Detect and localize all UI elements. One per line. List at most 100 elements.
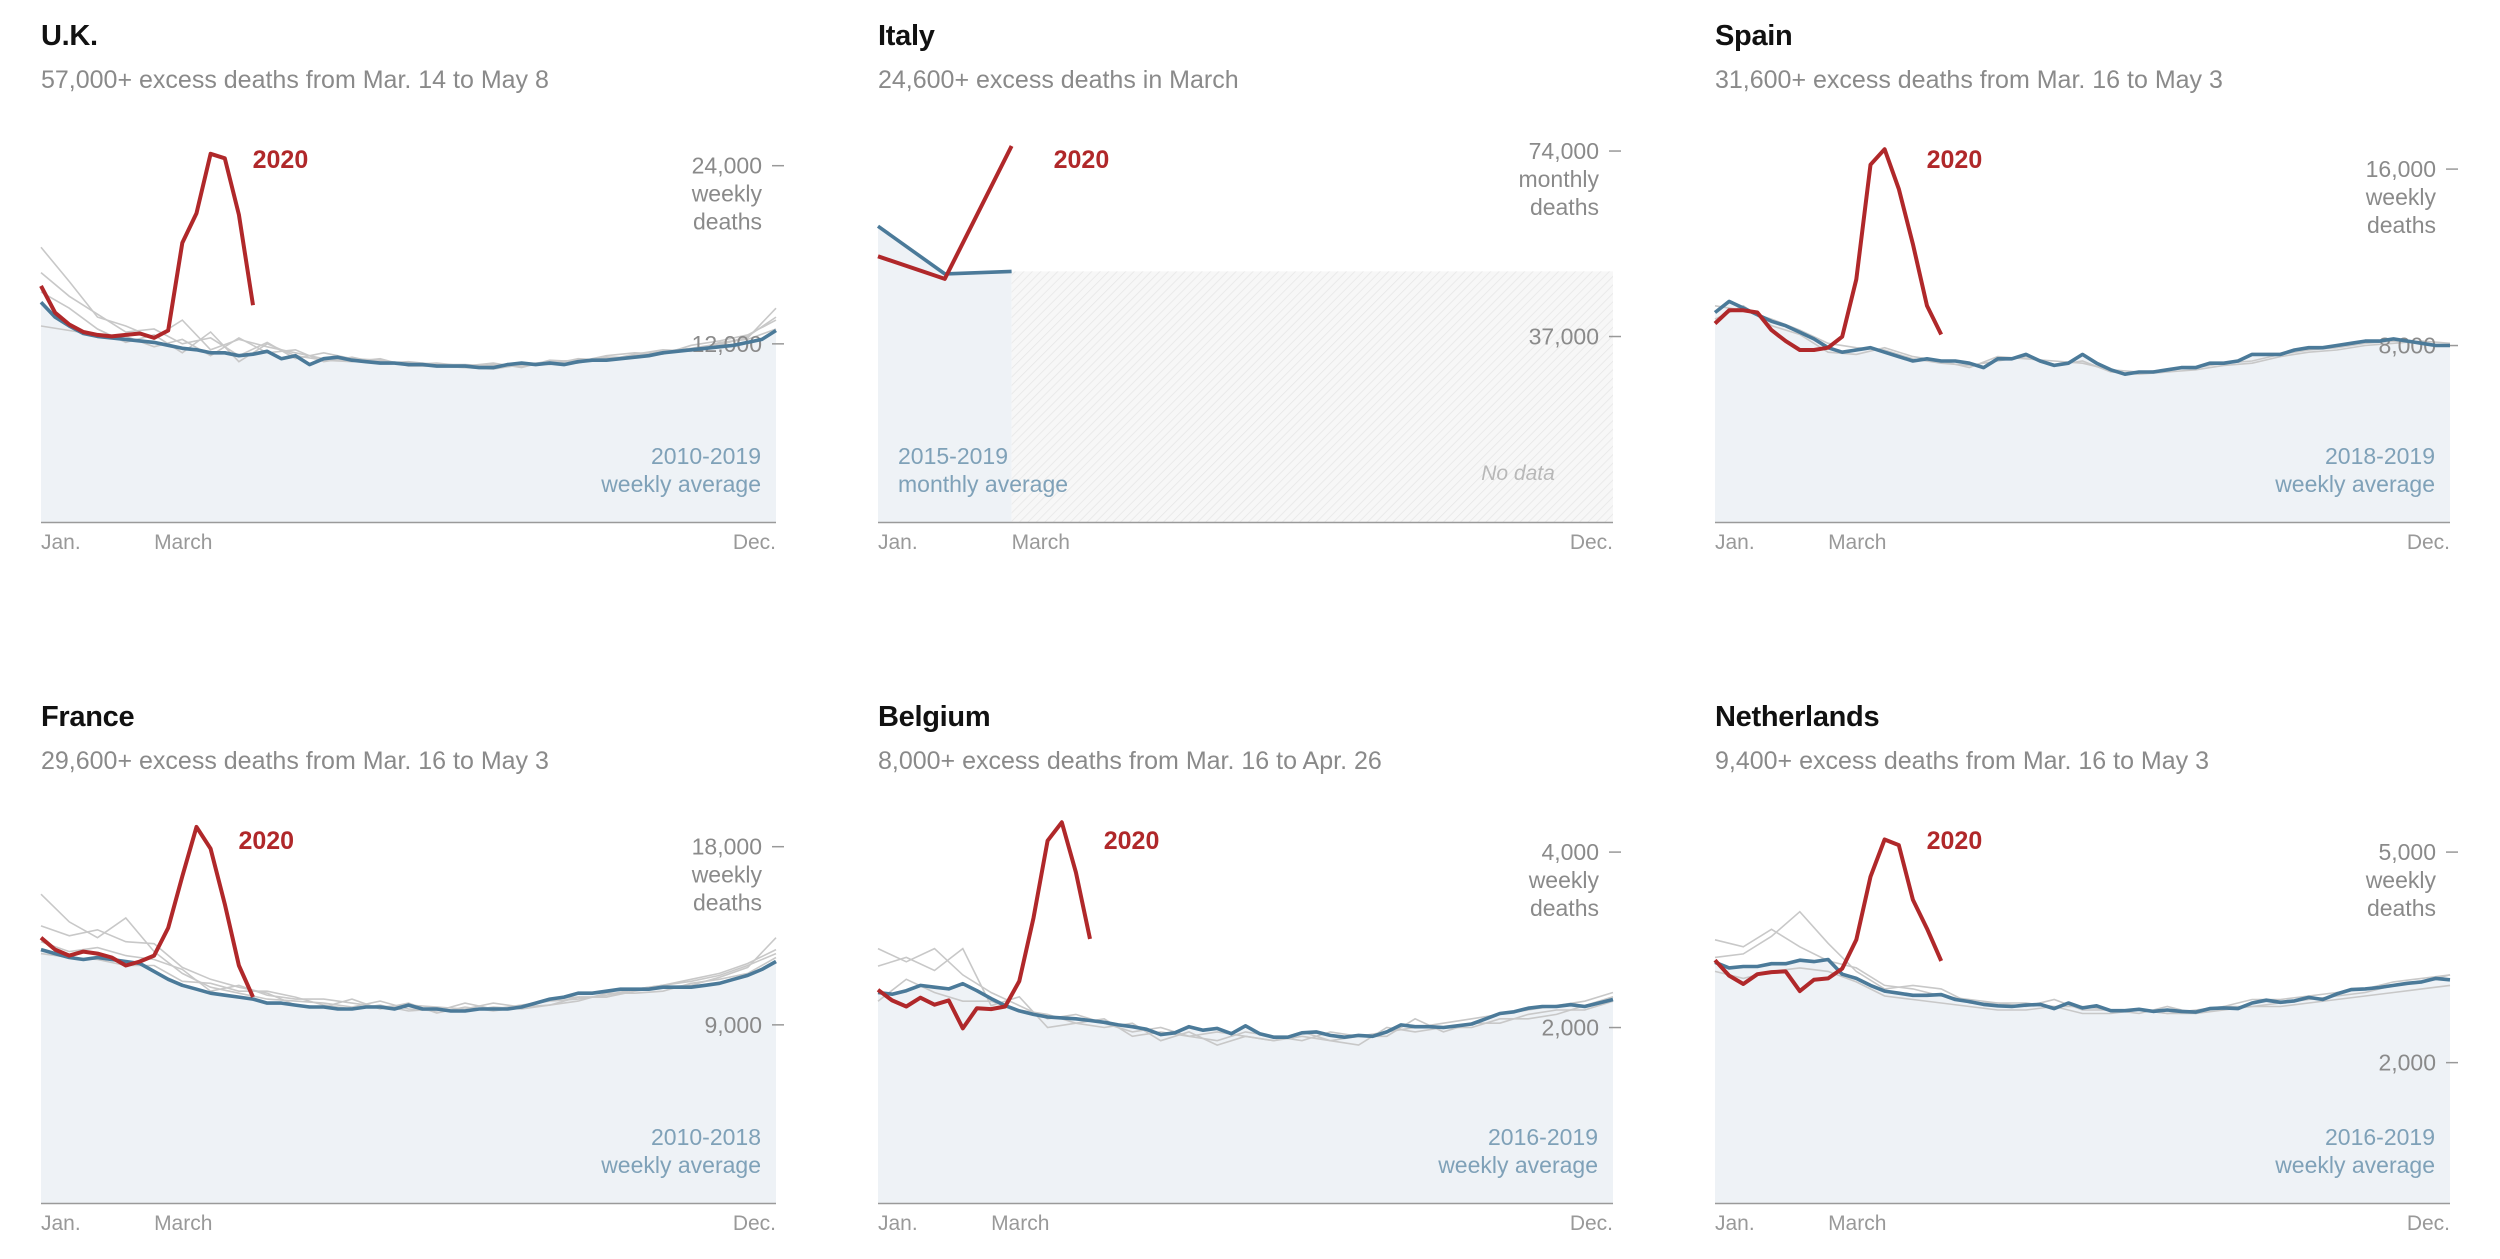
average-line <box>40 947 777 1013</box>
chart-panel-belgium: Belgium 8,000+ excess deaths from Mar. 1… <box>876 699 1678 1259</box>
y-tick-label: 5,000 <box>2378 839 2436 865</box>
history-year-line <box>1714 967 2451 1015</box>
no-data-region <box>1011 271 1613 522</box>
y-unit-label: weekly <box>2365 184 2437 210</box>
y-unit-label: weekly <box>2365 867 2437 893</box>
average-area <box>41 302 776 522</box>
chart-title: Italy <box>878 20 935 52</box>
x-tick-label: March <box>1828 1212 1886 1235</box>
chart-subtitle: 31,600+ excess deaths from Mar. 16 to Ma… <box>1715 66 2223 94</box>
x-tick-label: March <box>154 531 212 554</box>
average-label: monthly average <box>898 471 1068 497</box>
x-tick-label: Dec. <box>733 1212 776 1235</box>
current-year-line <box>876 820 1092 1031</box>
current-year-line <box>1713 837 1944 994</box>
y-unit-label: monthly <box>1518 166 1599 192</box>
average-label: 2016-2019 <box>2325 1124 2435 1150</box>
y-tick-label: 16,000 <box>2366 156 2436 182</box>
y-tick-label: 74,000 <box>1529 138 1599 164</box>
average-area <box>1715 301 2450 522</box>
y-unit-label: deaths <box>693 890 762 916</box>
y-unit-label: deaths <box>2367 895 2436 921</box>
current-year-label: 2020 <box>253 146 309 174</box>
x-tick-label: Jan. <box>878 531 918 554</box>
average-label: 2016-2019 <box>1488 1124 1598 1150</box>
average-label: weekly average <box>600 1152 761 1178</box>
current-year-label: 2020 <box>1927 827 1983 855</box>
x-tick-label: Dec. <box>2407 1212 2450 1235</box>
y-tick-label: 12,000 <box>692 331 762 357</box>
current-year-line <box>877 145 1014 281</box>
current-year-label: 2020 <box>238 827 294 855</box>
average-area <box>878 983 1613 1203</box>
x-tick-label: March <box>1012 531 1070 554</box>
chart-title: U.K. <box>41 20 98 52</box>
average-line <box>1714 957 2451 1014</box>
x-tick-label: Jan. <box>1715 1212 1755 1235</box>
x-tick-label: Jan. <box>41 1212 81 1235</box>
x-tick-label: Dec. <box>733 531 776 554</box>
average-label: 2010-2018 <box>651 1124 761 1150</box>
y-unit-label: weekly <box>1528 867 1600 893</box>
average-label: weekly average <box>2274 1152 2435 1178</box>
history-year-line <box>40 952 777 1012</box>
no-data-label: No data <box>1481 462 1555 485</box>
average-label: weekly average <box>600 471 761 497</box>
average-label: 2010-2019 <box>651 443 761 469</box>
average-line <box>877 981 1614 1040</box>
x-tick-label: March <box>1828 531 1886 554</box>
average-area <box>1715 959 2450 1203</box>
current-year-line <box>39 151 255 340</box>
x-tick-label: March <box>154 1212 212 1235</box>
y-tick-label: 2,000 <box>2378 1050 2436 1076</box>
y-unit-label: weekly <box>691 862 763 888</box>
y-unit-label: deaths <box>693 209 762 235</box>
average-line <box>1713 299 2450 377</box>
y-unit-label: deaths <box>2367 212 2436 238</box>
x-tick-label: March <box>991 1212 1049 1235</box>
average-line <box>876 224 1012 276</box>
y-tick-label: 4,000 <box>1541 839 1599 865</box>
chart-title: Spain <box>1715 20 1793 52</box>
chart-panel-netherlands: Netherlands 9,400+ excess deaths from Ma… <box>1713 699 2500 1259</box>
x-tick-label: Jan. <box>878 1212 918 1235</box>
chart-panel-italy: Italy 24,600+ excess deaths in March No … <box>876 18 1678 578</box>
x-tick-label: Dec. <box>1570 1212 1613 1235</box>
average-area <box>878 226 1012 522</box>
average-label: weekly average <box>2274 471 2435 497</box>
y-unit-label: deaths <box>1530 194 1599 220</box>
current-year-line <box>1713 147 1943 352</box>
x-tick-label: Jan. <box>41 531 81 554</box>
chart-title: Belgium <box>878 701 991 733</box>
y-tick-label: 2,000 <box>1541 1015 1599 1041</box>
x-tick-label: Dec. <box>1570 531 1613 554</box>
average-label: 2015-2019 <box>898 443 1008 469</box>
x-tick-label: Jan. <box>1715 531 1755 554</box>
average-label: weekly average <box>1437 1152 1598 1178</box>
chart-panel-uk: U.K. 57,000+ excess deaths from Mar. 14 … <box>39 18 841 578</box>
current-year-line <box>39 824 255 998</box>
average-line <box>39 301 777 370</box>
chart-panel-spain: Spain 31,600+ excess deaths from Mar. 16… <box>1713 18 2500 578</box>
chart-panel-france: France 29,600+ excess deaths from Mar. 1… <box>39 699 841 1259</box>
y-tick-label: 18,000 <box>692 834 762 860</box>
current-year-label: 2020 <box>1054 146 1110 174</box>
y-unit-label: deaths <box>1530 895 1599 921</box>
y-tick-label: 9,000 <box>704 1012 762 1038</box>
chart-subtitle: 8,000+ excess deaths from Mar. 16 to Apr… <box>878 747 1382 775</box>
chart-subtitle: 9,400+ excess deaths from Mar. 16 to May… <box>1715 747 2210 775</box>
y-tick-label: 37,000 <box>1529 324 1599 350</box>
y-tick-label: 24,000 <box>692 153 762 179</box>
chart-title: Netherlands <box>1715 701 1880 733</box>
x-tick-label: Dec. <box>2407 531 2450 554</box>
chart-subtitle: 24,600+ excess deaths in March <box>878 66 1239 94</box>
chart-subtitle: 29,600+ excess deaths from Mar. 16 to Ma… <box>41 747 549 775</box>
history-year-line <box>1714 928 2451 1015</box>
chart-plot: 16,000weeklydeaths8,00020202018-2019week… <box>1713 146 2458 554</box>
history-year-line <box>1714 305 2451 376</box>
